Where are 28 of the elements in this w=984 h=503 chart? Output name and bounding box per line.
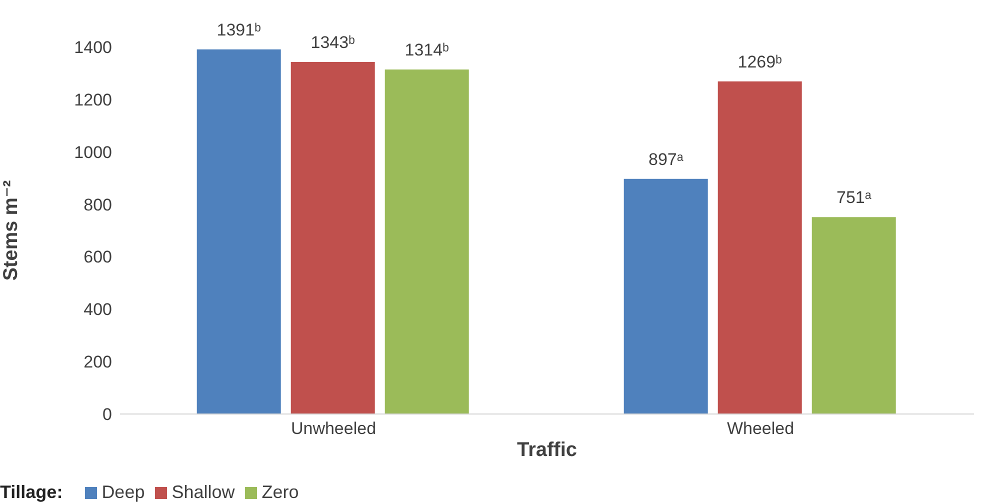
legend-label: Zero (260, 482, 299, 503)
y-tick-label: 1200 (74, 90, 112, 110)
y-tick-label: 800 (84, 195, 112, 214)
legend-label: Deep (100, 482, 145, 503)
y-tick-label: 600 (84, 248, 112, 267)
bar (812, 217, 896, 414)
bar (290, 62, 375, 414)
bar (384, 70, 469, 414)
y-tick-label: 200 (84, 352, 112, 372)
y-tick-label: 1400 (74, 38, 112, 58)
y-tick-label: 1000 (74, 142, 112, 162)
data-label: 897ᵃ (648, 150, 684, 169)
data-label: 1314ᵇ (404, 40, 449, 60)
bar (196, 49, 281, 414)
data-label: 1343ᵇ (310, 32, 355, 52)
x-tick-label: Unwheeled (290, 419, 376, 438)
data-label: 1391ᵇ (216, 20, 261, 40)
y-tick-label: 0 (102, 405, 112, 424)
y-axis-title: Stems m⁻² (0, 180, 22, 281)
data-label: 1269ᵇ (738, 52, 782, 72)
y-tick-label: 400 (84, 300, 112, 320)
bar (624, 178, 708, 414)
bar (718, 81, 802, 414)
data-label: 751ᵃ (836, 188, 872, 208)
x-tick-label: Wheeled (726, 419, 794, 438)
x-axis-title: Traffic (516, 439, 578, 462)
legend-title: Tillage: (0, 482, 63, 503)
legend-label: Shallow (170, 482, 235, 503)
